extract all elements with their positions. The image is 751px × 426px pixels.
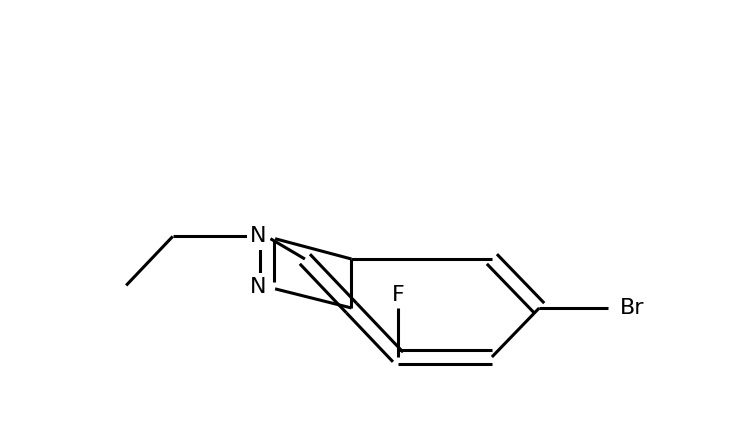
Text: F: F	[392, 285, 404, 305]
Text: Br: Br	[620, 298, 644, 318]
Text: N: N	[250, 227, 267, 246]
Text: N: N	[250, 277, 267, 296]
